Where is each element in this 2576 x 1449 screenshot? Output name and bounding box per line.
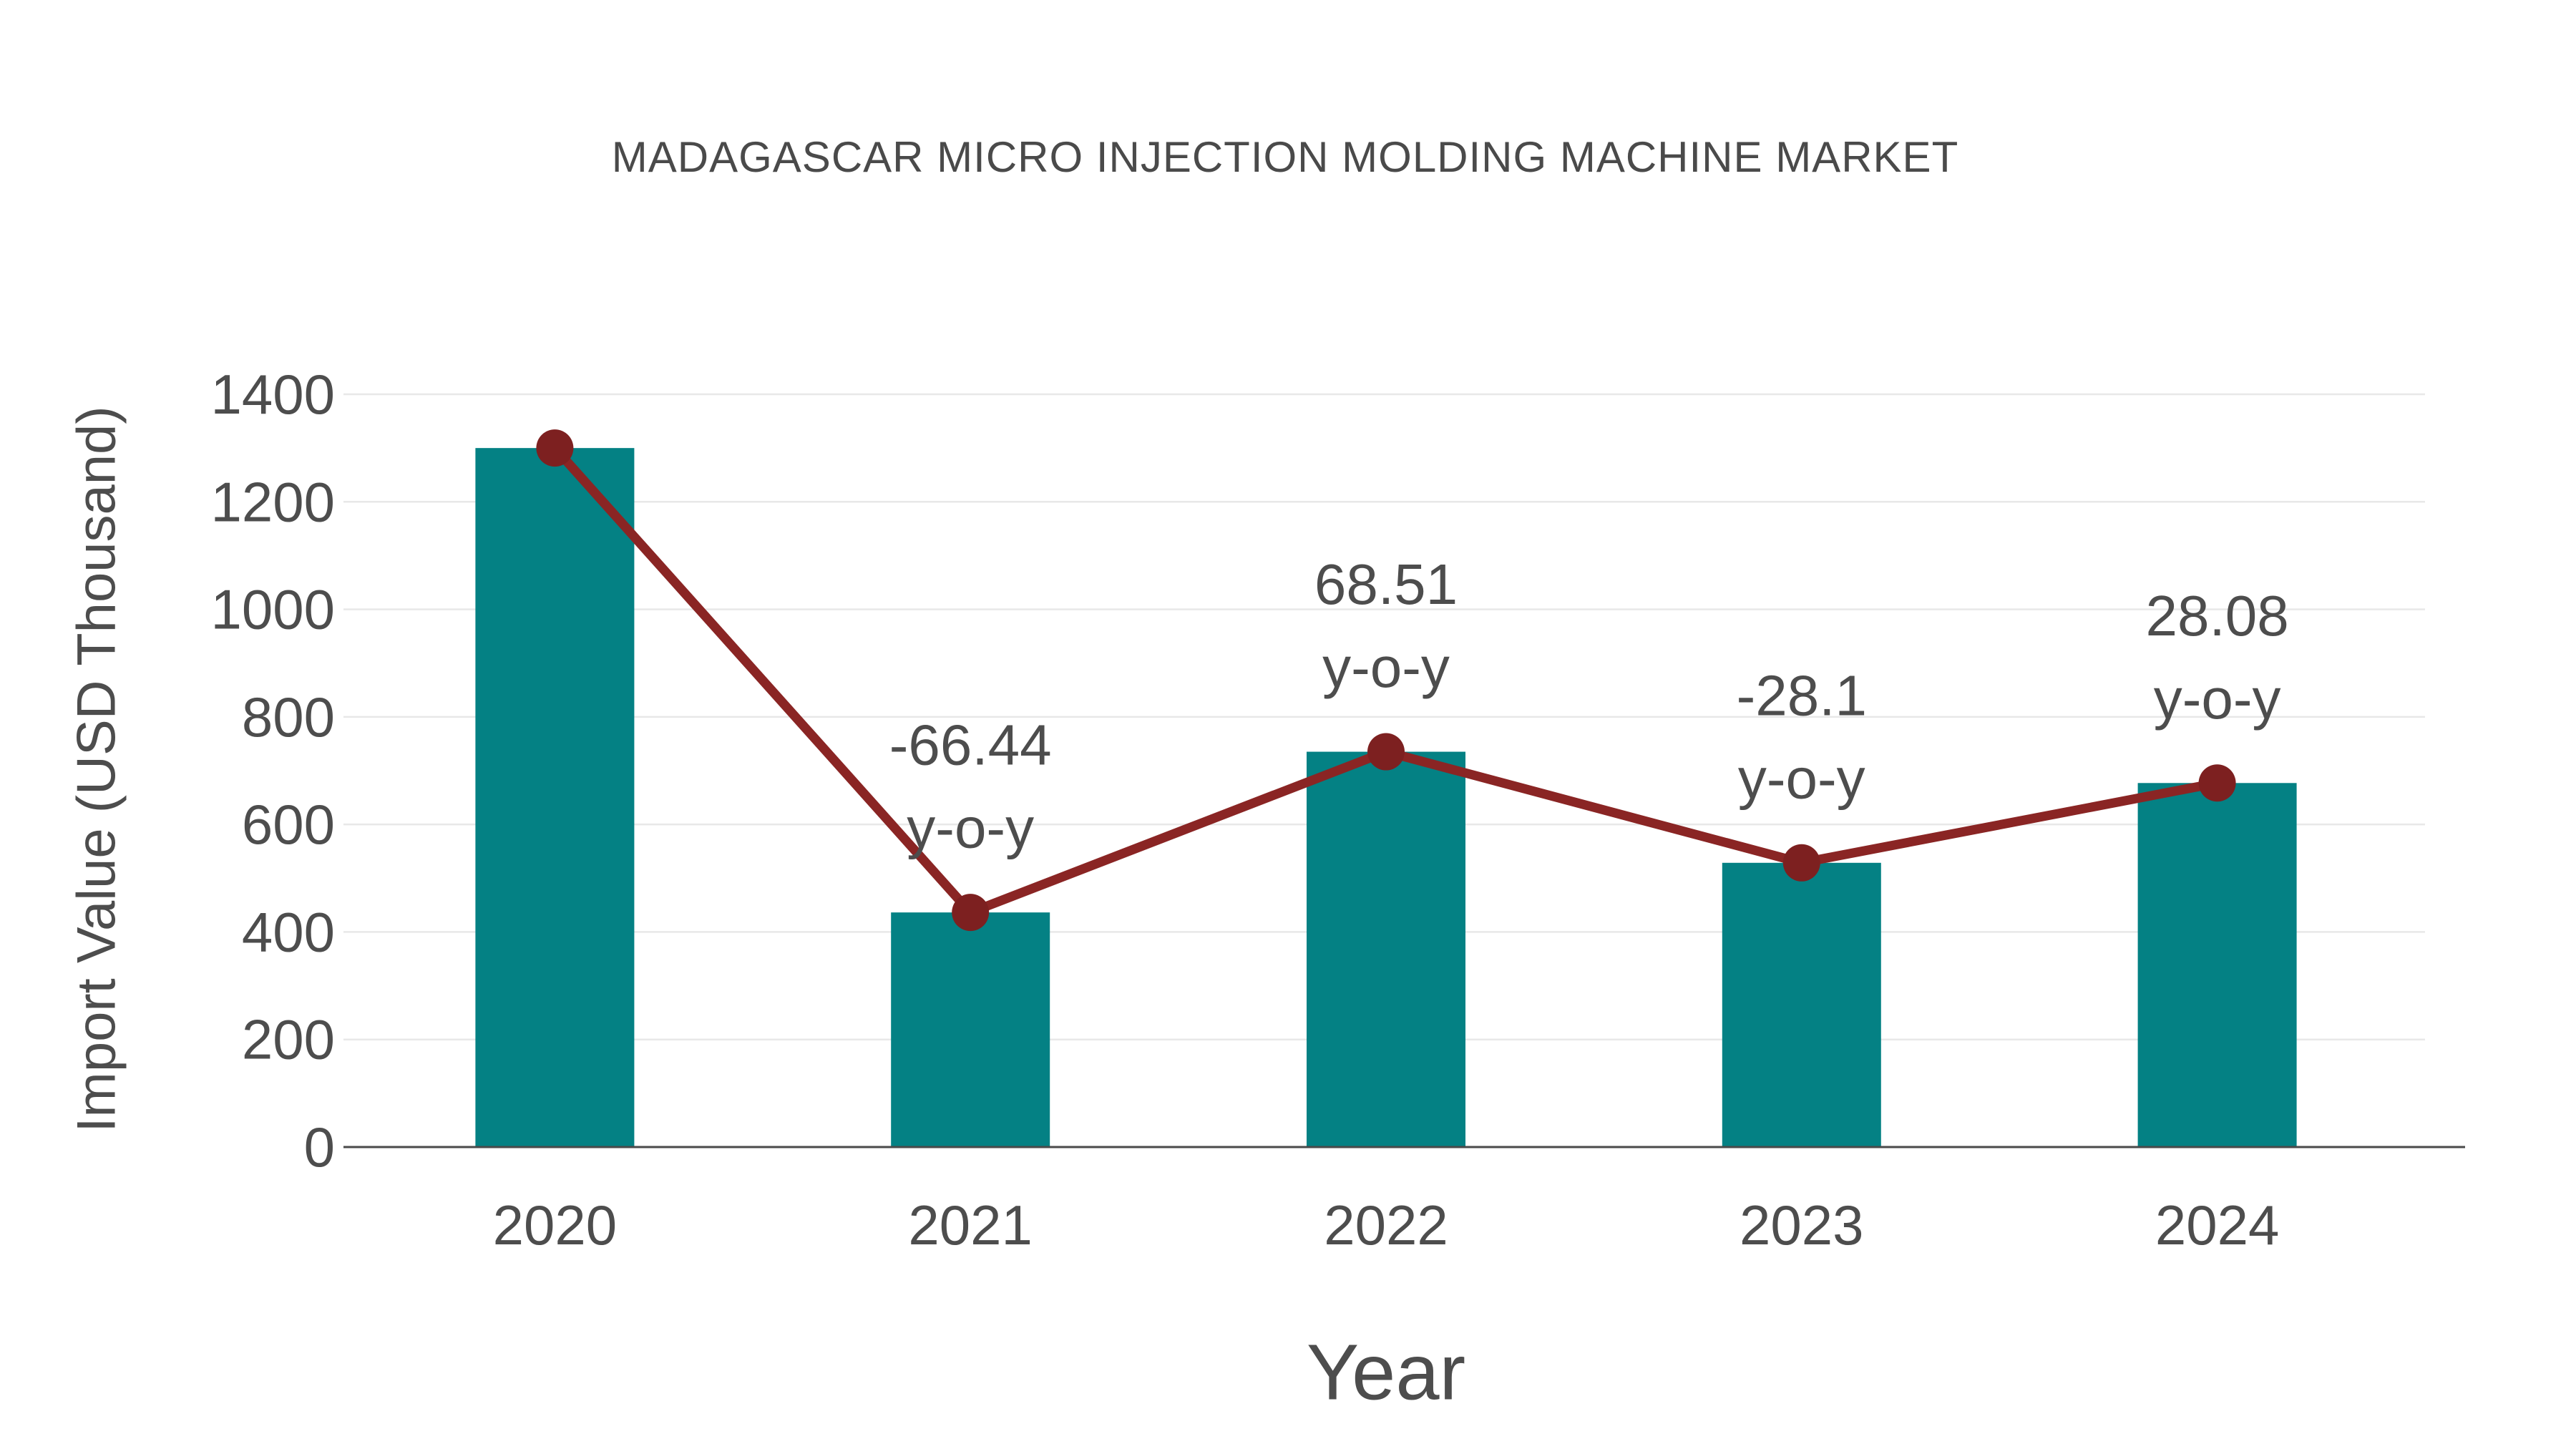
x-tick-label: 2023 bbox=[1740, 1194, 1864, 1257]
annotation-value-2021: -66.44 bbox=[889, 713, 1052, 777]
y-tick-label: 400 bbox=[242, 900, 335, 963]
y-tick-label: 1000 bbox=[210, 578, 335, 641]
y-tick-label: 1400 bbox=[210, 363, 335, 426]
marker-2023 bbox=[1782, 844, 1820, 882]
y-tick-label: 0 bbox=[304, 1116, 335, 1179]
bar-2021 bbox=[891, 912, 1050, 1147]
bar-2023 bbox=[1722, 862, 1881, 1147]
marker-2021 bbox=[952, 894, 990, 932]
annotation-suffix-2024: y-o-y bbox=[2154, 667, 2281, 731]
bar-2022 bbox=[1307, 751, 1465, 1147]
marker-2020 bbox=[536, 429, 574, 467]
annotation-suffix-2022: y-o-y bbox=[1322, 635, 1450, 699]
y-tick-label: 200 bbox=[242, 1008, 335, 1071]
y-tick-label: 600 bbox=[242, 793, 335, 856]
annotation-suffix-2021: y-o-y bbox=[907, 796, 1034, 860]
bar-2020 bbox=[475, 448, 635, 1147]
y-tick-label: 800 bbox=[242, 686, 335, 748]
x-tick-label: 2021 bbox=[908, 1194, 1033, 1257]
annotation-value-2023: -28.1 bbox=[1737, 663, 1867, 727]
x-axis-title: Year bbox=[1306, 1328, 1466, 1417]
annotation-suffix-2023: y-o-y bbox=[1738, 746, 1865, 810]
x-tick-label: 2024 bbox=[2155, 1194, 2280, 1257]
x-tick-label: 2020 bbox=[493, 1194, 618, 1257]
annotation-value-2022: 68.51 bbox=[1314, 552, 1458, 616]
annotation-value-2024: 28.08 bbox=[2145, 584, 2288, 648]
marker-2022 bbox=[1367, 733, 1405, 771]
x-tick-label: 2022 bbox=[1324, 1194, 1448, 1257]
y-tick-label: 1200 bbox=[210, 470, 335, 533]
marker-2024 bbox=[2198, 764, 2236, 802]
bar-2024 bbox=[2137, 783, 2297, 1147]
chart-title: MADAGASCAR MICRO INJECTION MOLDING MACHI… bbox=[611, 133, 1959, 181]
